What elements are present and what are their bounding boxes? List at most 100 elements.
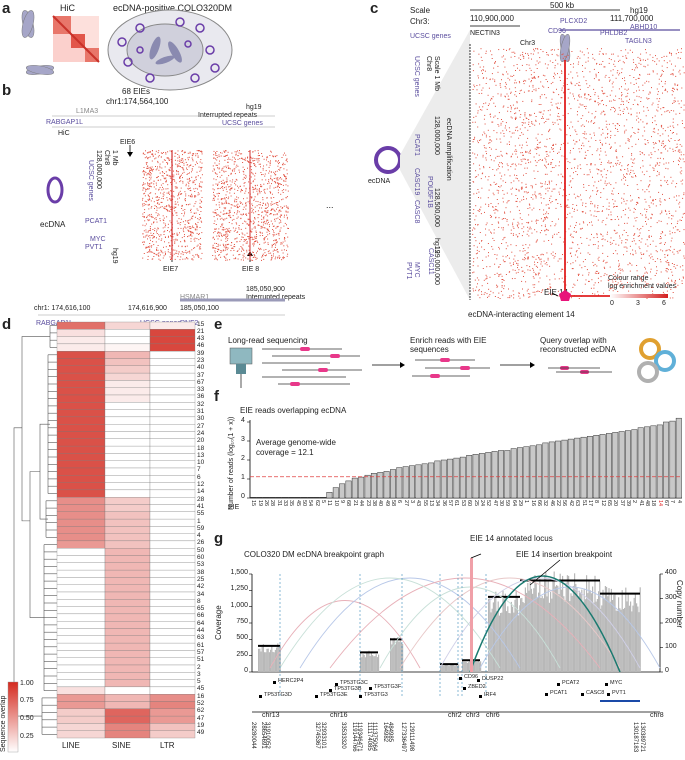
- bar-eie-49: [383, 471, 390, 499]
- hic-b-label: HiC: [58, 130, 70, 137]
- row-label-52: 52: [197, 700, 205, 707]
- row-label-63: 63: [197, 634, 205, 642]
- x-tick-60: 60: [466, 500, 473, 507]
- x-tick-11: 11: [326, 500, 333, 506]
- g-rtick-3: 300: [665, 593, 677, 601]
- gene-TP53TG3E: TP53TG3E: [320, 692, 348, 698]
- x-tick-43: 43: [415, 500, 422, 507]
- ecdna-overlap-icon: [637, 338, 676, 383]
- coord-top: chr1:174,564,100: [106, 97, 169, 106]
- g-ytick-4: 1,000: [230, 601, 248, 609]
- gene-PCAT2: PCAT2: [562, 680, 580, 686]
- coord-484985: 484985: [387, 722, 393, 743]
- x-tick-61: 61: [453, 500, 460, 507]
- gene-ZBED2: ZBED2: [468, 684, 486, 690]
- row-label-65: 65: [197, 605, 205, 613]
- row-label-4: 4: [197, 532, 201, 540]
- row-label-64: 64: [197, 619, 205, 627]
- bar-eie-22: [555, 440, 562, 499]
- row-label-39: 39: [197, 349, 205, 357]
- coord-127336497: 127336497: [400, 722, 406, 753]
- row-label-42: 42: [197, 583, 205, 591]
- bar-eie-4: [675, 417, 682, 499]
- eie14-marker: [559, 290, 571, 301]
- ecdna-ring-label: ecDNA: [368, 178, 391, 185]
- row-label-47: 47: [197, 714, 205, 722]
- eie6-label: EIE6: [120, 139, 136, 146]
- row-label-62: 62: [197, 707, 205, 715]
- coord-28280044: 28280044: [250, 722, 256, 749]
- x-tick-35: 35: [288, 500, 295, 507]
- bar-eie-65: [606, 433, 612, 499]
- gene-TP53TG3: TP53TG3: [364, 692, 388, 698]
- g-rtick-1: 100: [665, 642, 677, 650]
- x-tick-37: 37: [618, 500, 625, 507]
- bar-eie-7: [669, 420, 676, 499]
- bar-eie-21: [351, 477, 358, 499]
- row-label-61: 61: [197, 641, 205, 649]
- x-tick-19: 19: [256, 500, 263, 507]
- panel-label-d: d: [2, 316, 12, 333]
- x-tick-10: 10: [332, 500, 339, 507]
- interrupted-label: Interrupted repeats: [198, 112, 258, 119]
- scale-label-c: Scale: [410, 6, 431, 15]
- gene-TP53TG3B: TP53TG3B: [334, 686, 362, 692]
- x-tick-26: 26: [262, 500, 269, 507]
- gene-cd96: CD96: [548, 28, 566, 35]
- bar-eie-34: [434, 460, 441, 499]
- gene-rabgap1l: RABGAP1L: [46, 119, 83, 126]
- bar-eie-59: [504, 450, 511, 499]
- x-tick-18: 18: [650, 500, 657, 507]
- g-rtick-0: 0: [665, 667, 669, 674]
- legend-t075: 0.75: [20, 697, 34, 704]
- bar-eie-23: [364, 474, 371, 499]
- row-label-16: 16: [197, 692, 205, 700]
- ucsc-genes-label: UCSC genes: [222, 120, 263, 127]
- zoom-wedge: [400, 30, 470, 300]
- gene-TP53TG3F: TP53TG3F: [374, 684, 402, 690]
- x-tick-55: 55: [421, 500, 428, 507]
- g-insert: EIE 14 insertion breakpoint: [516, 550, 613, 559]
- row-label-34: 34: [197, 590, 205, 598]
- row-label-19: 19: [197, 721, 205, 729]
- scale-val-c: 500 kb: [550, 1, 575, 10]
- bar-eie-25: [472, 454, 479, 499]
- x-tick-27: 27: [402, 500, 409, 507]
- bot-c4: 185,050,900: [246, 286, 285, 293]
- bar-eie-55: [421, 463, 428, 499]
- bar-eie-30: [498, 450, 504, 499]
- x-tick-7: 7: [669, 500, 676, 504]
- row-label-37: 37: [197, 371, 205, 379]
- col-ltr: LTR: [160, 741, 175, 750]
- eie8-label: EIE 8: [242, 266, 260, 273]
- x-tick-64: 64: [510, 500, 517, 507]
- g-ytick-0: 0: [244, 667, 248, 674]
- col-line: LINE: [62, 741, 80, 750]
- bot-hsmar: HSMAR1: [180, 294, 210, 301]
- breakpoint-graph: [249, 553, 663, 713]
- chr-label-chr6: chr6: [486, 712, 500, 719]
- x-tick-63: 63: [574, 500, 581, 507]
- coord-c1: 110,900,000: [470, 14, 514, 23]
- row-label-24: 24: [197, 429, 205, 437]
- eie7-label: EIE7: [163, 266, 179, 273]
- colour-range: Colour range: [608, 275, 649, 282]
- dendrogram: [13, 325, 57, 735]
- legend-colorbar: [7, 681, 19, 753]
- row-label-2: 2: [197, 663, 201, 671]
- bar-eie-39: [625, 430, 631, 499]
- pvt1-b: PVT1: [85, 244, 103, 251]
- bar-eie-41: [637, 427, 644, 499]
- legend-t025: 0.25: [20, 733, 34, 740]
- eie14-insertion-arc: [469, 575, 621, 673]
- gene-PVT1: PVT1: [612, 690, 626, 696]
- f-ytick-3: 3: [241, 436, 245, 443]
- x-tick-24: 24: [478, 500, 485, 507]
- x-tick-42: 42: [567, 500, 574, 507]
- bar-eie-37: [618, 431, 625, 499]
- x-tick-28: 28: [269, 500, 276, 507]
- bar-eie-40: [377, 472, 384, 499]
